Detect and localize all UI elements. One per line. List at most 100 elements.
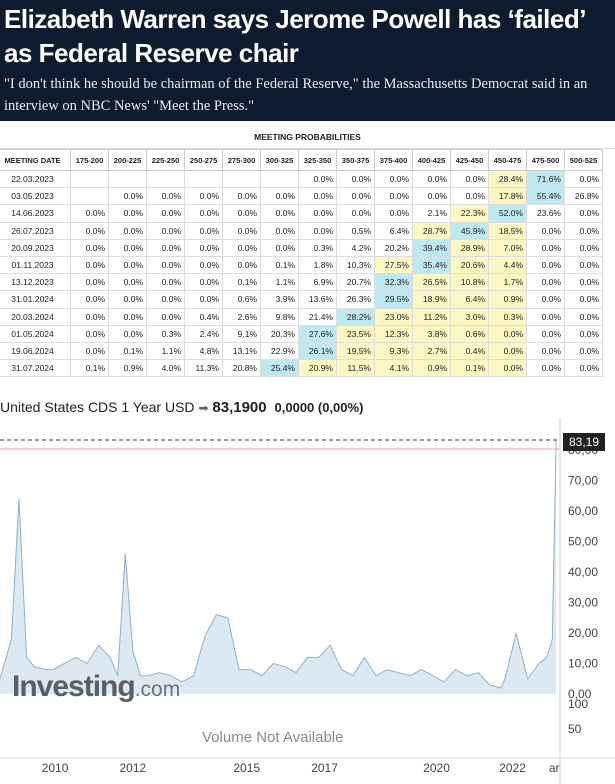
probability-cell: 0.0%: [260, 204, 299, 223]
meeting-date: 20.09.2023: [0, 238, 71, 257]
probability-cell: 0.0%: [564, 307, 603, 326]
probability-cell: 0.0%: [70, 204, 109, 223]
probability-cell: 0.3%: [488, 307, 527, 326]
probability-cell: 0.0%: [564, 204, 603, 223]
probability-cell: 4.2%: [336, 238, 375, 257]
probability-cell: 0.0%: [374, 204, 413, 223]
probability-cell: 0.0%: [108, 204, 147, 223]
meeting-date: 01.11.2023: [0, 255, 71, 275]
probability-cell: 0.0%: [336, 204, 375, 223]
probability-cell: 17.8%: [488, 187, 527, 206]
probability-cell: 0.6%: [450, 324, 489, 343]
probability-cell: 0.0%: [70, 324, 109, 343]
probability-cell: 25.4%: [260, 359, 299, 378]
col-header-range: 375-400: [374, 149, 413, 171]
probability-cell: 0.0%: [222, 255, 261, 275]
volume-not-available: Volume Not Available: [202, 729, 344, 746]
probability-cell: 0.0%: [184, 255, 223, 275]
meeting-date: 20.03.2024: [0, 307, 71, 326]
probability-cell: 20.9%: [298, 359, 337, 378]
probability-cell: 0.0%: [298, 169, 337, 189]
y-tick-label: 10,00: [568, 657, 598, 671]
probability-cell: 1.1%: [146, 341, 185, 361]
probability-cell: 1.8%: [298, 255, 337, 275]
y-tick-label: 50,00: [568, 535, 598, 549]
probability-cell: 0.0%: [526, 273, 565, 292]
probability-cell: 0.0%: [526, 307, 565, 326]
probability-cell: 6.4%: [450, 290, 489, 309]
probability-cell: 35.4%: [412, 255, 451, 275]
headline: Elizabeth Warren says Jerome Powell has …: [4, 4, 585, 68]
table-row: 19.06.2024 0.0% 0.1% 1.1% 4.8% 13.1% 22.9% 26.1…: [0, 341, 603, 361]
probability-cell: 0.0%: [450, 187, 489, 206]
col-header-range: 225-250: [146, 149, 185, 171]
probability-cell: 0.5%: [336, 221, 375, 240]
probability-cell: 0.0%: [70, 255, 109, 275]
meeting-date: 03.05.2023: [0, 187, 71, 206]
probability-cell: 3.8%: [412, 324, 451, 343]
probability-cell: 0.0%: [526, 290, 565, 309]
article-subhead: "I don't think he should be chairman of …: [4, 76, 588, 114]
probability-cell: 9.1%: [222, 324, 261, 343]
probability-cell: 11.2%: [412, 307, 451, 326]
probability-cell: 0.0%: [260, 187, 299, 206]
probability-cell: 3.9%: [260, 290, 299, 309]
probability-cell: 0.0%: [108, 290, 147, 309]
col-header-range: 200-225: [108, 149, 147, 171]
x-tick-label: 2017: [311, 761, 338, 775]
probability-cell: 23.0%: [374, 307, 413, 326]
probability-cell: 7.0%: [488, 238, 527, 257]
probability-cell: 0.0%: [146, 255, 185, 275]
header-row: MEETING DATE 175-200 200-225 225-250 250-275…: [0, 149, 603, 171]
col-header-range: 475-500: [526, 149, 565, 171]
x-tick-label: 2015: [233, 761, 260, 775]
probability-cell: 22.9%: [260, 341, 299, 361]
probability-cell: 22.3%: [450, 204, 489, 223]
probability-cell: [222, 169, 261, 189]
meeting-date: 31.01.2024: [0, 290, 71, 309]
probability-cell: 0.0%: [412, 169, 451, 189]
probability-cell: [260, 169, 299, 189]
probability-cell: 52.0%: [488, 204, 527, 223]
probability-cell: 0.0%: [146, 290, 185, 309]
probabilities-grid: MEETING DATE 175-200 200-225 225-250 250-275…: [0, 149, 603, 378]
probability-cell: 0.0%: [412, 187, 451, 206]
cds-name: United States CDS 1 Year USD: [0, 399, 195, 415]
y-tick-label: 40,00: [568, 565, 598, 579]
x-tick-label: 2012: [120, 761, 147, 775]
meeting-date: 19.06.2024: [0, 341, 71, 361]
probability-cell: 0.0%: [108, 273, 147, 292]
probability-cell: [184, 169, 223, 189]
meeting-date: 22.03.2023: [0, 169, 71, 189]
probability-cell: 28.2%: [336, 307, 375, 326]
meeting-date: 26.07.2023: [0, 221, 71, 240]
probability-cell: 0.0%: [564, 221, 603, 240]
x-tick-label: 2020: [423, 761, 450, 775]
probability-cell: 32.3%: [374, 273, 413, 292]
probability-cell: 0.0%: [564, 238, 603, 257]
probability-cell: 0.0%: [108, 187, 147, 206]
probability-cell: 4.1%: [374, 359, 413, 378]
table-row: 22.03.2023 0.0% 0.0% 0.0% 0.0% 0.0% 28.4% 71.6%…: [0, 169, 603, 189]
probability-cell: 0.0%: [260, 221, 299, 240]
meeting-date: 13.12.2023: [0, 273, 71, 292]
probability-cell: 27.6%: [298, 324, 337, 343]
col-header-range: 250-275: [184, 149, 223, 171]
probability-cell: 0.9%: [488, 290, 527, 309]
probability-cell: 0.0%: [564, 341, 603, 361]
table-row: 20.09.2023 0.0% 0.0% 0.0% 0.0% 0.0% 0.0% 0.3% 4.…: [0, 238, 603, 257]
probability-cell: 0.0%: [184, 187, 223, 206]
probability-cell: 0.0%: [374, 187, 413, 206]
probability-cell: 28.7%: [412, 221, 451, 240]
probability-cell: 0.0%: [526, 341, 565, 361]
probability-cell: 0.0%: [564, 255, 603, 275]
col-header-range: 500-525: [564, 149, 603, 171]
probability-cell: 12.3%: [374, 324, 413, 343]
probability-cell: 0.0%: [564, 324, 603, 343]
probability-cell: 1.7%: [488, 273, 527, 292]
probability-cell: 0.0%: [146, 204, 185, 223]
probability-cell: 4.4%: [488, 255, 527, 275]
table-row: 01.05.2024 0.0% 0.0% 0.3% 2.4% 9.1% 20.3% 27.6%…: [0, 324, 603, 343]
probability-cell: 20.8%: [222, 359, 261, 378]
probability-cell: 0.1%: [108, 341, 147, 361]
